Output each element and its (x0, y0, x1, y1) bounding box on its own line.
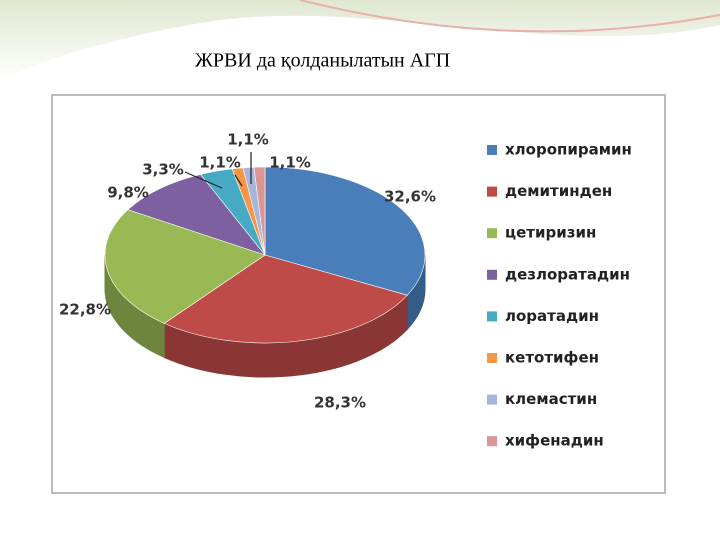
data-label: 22,8% (59, 301, 111, 319)
data-label: 1,1% (269, 154, 311, 172)
slice (264, 166, 426, 296)
data-label: 1,1% (227, 131, 269, 149)
slide-title: ЖРВИ да қолданылатын АГП (195, 50, 450, 72)
legend-swatch (487, 228, 497, 239)
slice (104, 209, 266, 324)
legend-label: кетотифен (505, 349, 599, 367)
legend-swatch (487, 394, 497, 405)
slice (127, 174, 266, 256)
leader-line (184, 171, 223, 189)
decor-wave (0, 0, 720, 80)
legend-swatch (487, 311, 497, 322)
legend-swatch (487, 269, 497, 280)
decor-line (299, 0, 720, 33)
legend-label: дезлоратадин (505, 265, 630, 283)
slice (163, 254, 408, 344)
legend-swatch (487, 145, 497, 155)
legend-label: клемастин (505, 390, 597, 408)
legend-swatch (487, 353, 497, 363)
data-label: 9,8% (107, 184, 149, 202)
legend-label: хлоропирамин (505, 141, 632, 159)
leader-line (234, 174, 243, 187)
legend-label: лоратадин (505, 307, 599, 325)
legend-label: демитинден (505, 182, 612, 200)
data-label: 1,1% (199, 154, 241, 172)
slice (253, 166, 266, 256)
data-label: 3,3% (142, 161, 184, 179)
legend-swatch (487, 186, 497, 197)
legend-label: хифенадин (505, 432, 604, 450)
legend-swatch (487, 436, 497, 447)
data-label: 32,6% (384, 188, 436, 206)
legend-label: цетиризин (505, 224, 596, 242)
data-label: 28,3% (314, 394, 366, 412)
